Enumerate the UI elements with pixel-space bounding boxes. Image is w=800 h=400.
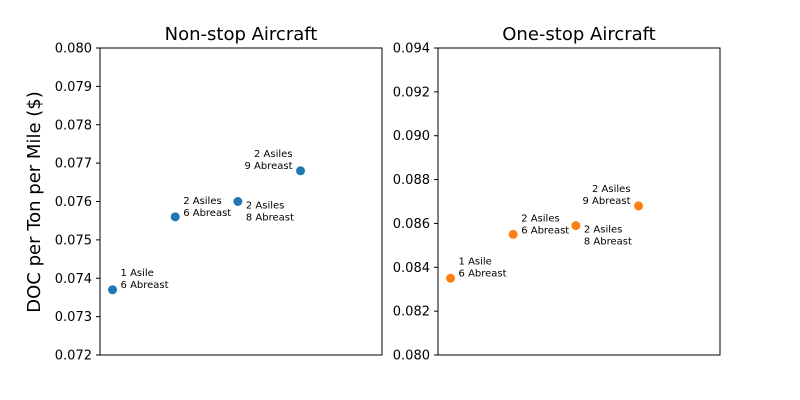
data-point: [446, 273, 456, 283]
y-tick-label: 0.079: [55, 80, 92, 95]
y-tick-label: 0.086: [393, 217, 430, 232]
point-annotation-line: 2 Asiles: [521, 213, 560, 224]
data-point: [170, 212, 180, 222]
data-point: [634, 201, 644, 211]
y-tick-label: 0.077: [55, 157, 92, 172]
point-annotation-line: 2 Asiles: [246, 201, 285, 212]
point-annotation: 2 Asiles 9 Abreast: [582, 184, 630, 207]
point-annotation-line: 1 Asile: [459, 256, 492, 267]
y-tick-label: 0.078: [55, 118, 92, 133]
point-annotation: 2 Asiles 8 Abreast: [584, 225, 632, 248]
point-annotation-line: 1 Asile: [121, 268, 154, 279]
y-tick-label: 0.080: [393, 349, 430, 364]
point-annotation-line: 6 Abreast: [121, 280, 169, 291]
y-tick-label: 0.074: [55, 272, 92, 287]
point-annotation-line: 2 Asiles: [592, 184, 631, 195]
point-annotation: 1 Asile 6 Abreast: [121, 268, 169, 291]
chart-title-2: One-stop Aircraft: [502, 24, 655, 45]
data-point: [108, 285, 118, 295]
y-tick-label: 0.088: [393, 173, 430, 188]
point-annotation-line: 2 Asiles: [254, 149, 293, 160]
y-tick-label: 0.092: [393, 85, 430, 100]
data-point: [508, 229, 518, 239]
point-annotation-line: 6 Abreast: [521, 225, 569, 236]
point-annotation: 2 Asiles 8 Abreast: [246, 201, 294, 224]
point-annotation-line: 6 Abreast: [459, 268, 507, 279]
chart-title-1: Non-stop Aircraft: [165, 24, 318, 45]
point-annotation-line: 8 Abreast: [584, 237, 632, 248]
point-annotation: 2 Asiles 6 Abreast: [183, 196, 231, 219]
point-annotation: 1 Asile 6 Abreast: [459, 256, 507, 279]
y-tick-label: 0.084: [393, 261, 430, 276]
y-tick-label: 0.073: [55, 310, 92, 325]
point-annotation-line: 2 Asiles: [584, 225, 623, 236]
data-point: [233, 197, 243, 206]
plot-frame-1: [99, 47, 383, 356]
point-annotation: 2 Asiles 9 Abreast: [244, 149, 292, 172]
y-tick-label: 0.072: [55, 349, 92, 364]
y-tick-label: 0.090: [393, 129, 430, 144]
plot-frame-2: [437, 47, 721, 356]
point-annotation-line: 2 Asiles: [183, 196, 222, 207]
point-annotation: 2 Asiles 6 Abreast: [521, 213, 569, 236]
y-axis-label: DOC per Ton per Mile ($): [24, 91, 45, 312]
data-point: [571, 221, 581, 231]
y-tick-label: 0.080: [55, 42, 92, 57]
y-tick-label: 0.082: [393, 305, 430, 320]
point-annotation-line: 9 Abreast: [582, 196, 630, 207]
point-annotation-line: 6 Abreast: [183, 208, 231, 219]
y-tick-label: 0.076: [55, 195, 92, 210]
y-tick-label: 0.094: [393, 42, 430, 57]
y-tick-label: 0.075: [55, 233, 92, 248]
data-point: [296, 166, 306, 176]
point-annotation-line: 9 Abreast: [244, 161, 292, 172]
point-annotation-line: 8 Abreast: [246, 213, 294, 224]
